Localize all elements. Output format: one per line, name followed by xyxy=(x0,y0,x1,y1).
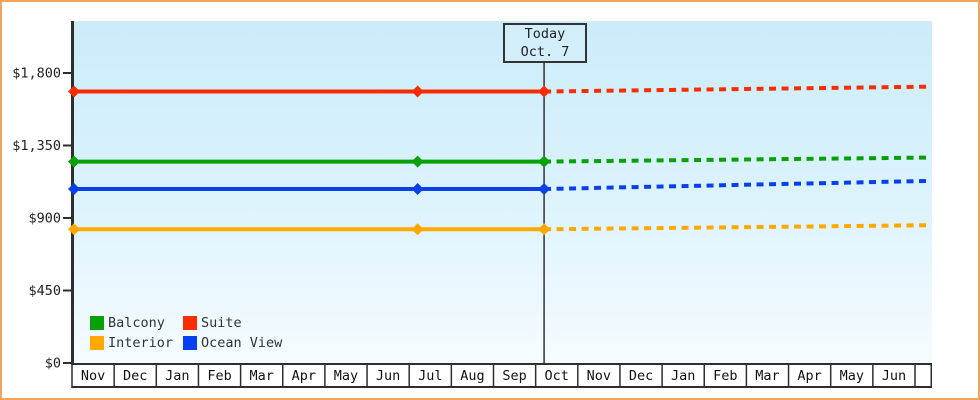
x-axis-month-label: Apr xyxy=(797,368,821,384)
legend-item-suite: Suite xyxy=(183,313,282,333)
legend-item-interior: Interior xyxy=(90,333,183,353)
x-axis-cell-border xyxy=(619,363,621,388)
legend: Balcony Suite Interior Ocean View xyxy=(90,313,282,353)
data-point-interior xyxy=(538,223,551,236)
x-axis-cell-border xyxy=(197,363,200,388)
data-point-balcony xyxy=(68,155,80,168)
x-axis-month-label: Nov xyxy=(81,368,105,384)
x-axis-cell-border xyxy=(71,363,73,388)
x-axis-month-label: Mar xyxy=(249,368,273,384)
x-axis-month-label: Jun xyxy=(882,368,906,384)
x-axis-cell-border xyxy=(930,363,932,388)
data-point-suite xyxy=(538,85,551,98)
x-axis-cell-border xyxy=(829,363,832,388)
x-axis-month-label: Sep xyxy=(502,368,526,384)
x-axis-month-label: Jul xyxy=(418,368,442,384)
x-axis-month-label: Oct xyxy=(545,368,569,384)
y-axis-tick xyxy=(63,217,72,219)
y-axis-tick-label: $0 xyxy=(45,356,61,372)
data-point-interior xyxy=(68,223,80,236)
x-axis-cell-border xyxy=(703,363,705,388)
x-axis-cell-border xyxy=(450,363,453,388)
y-axis-tick xyxy=(63,362,72,364)
x-axis-cell-border xyxy=(577,363,579,388)
legend-swatch-suite xyxy=(183,316,197,330)
forecast-line-ocean-view xyxy=(544,178,928,191)
x-axis-cell-border xyxy=(914,363,916,388)
x-axis-cell-border xyxy=(661,363,663,388)
x-axis-cell-border xyxy=(745,363,748,388)
x-axis-cell-border xyxy=(113,363,115,388)
x-axis-cell-border xyxy=(155,363,158,388)
x-axis-cell-border xyxy=(492,363,495,388)
x-axis-cell-border xyxy=(366,363,368,388)
x-axis-strip-bottom-line xyxy=(72,386,932,388)
x-axis-cell-border xyxy=(239,363,242,388)
y-axis-tick xyxy=(63,72,72,74)
x-axis-strip-top-line xyxy=(72,363,932,365)
today-callout-line2: Oct. 7 xyxy=(520,44,570,60)
today-callout: Today Oct. 7 xyxy=(503,23,587,63)
legend-swatch-ocean-view xyxy=(183,336,197,350)
plot-area xyxy=(72,21,932,363)
y-axis-tick xyxy=(63,144,72,147)
x-axis-month-label: Feb xyxy=(207,368,231,384)
x-axis-month-label: Jan xyxy=(671,368,695,384)
legend-label-balcony: Balcony xyxy=(108,315,165,331)
data-point-suite xyxy=(411,85,424,98)
data-point-balcony xyxy=(538,155,551,168)
x-axis-month-label: Jan xyxy=(165,368,189,384)
x-axis-month-label: Jun xyxy=(376,368,400,384)
data-point-suite xyxy=(68,85,80,98)
data-point-ocean-view xyxy=(68,183,80,195)
y-axis-tick xyxy=(63,289,72,292)
y-axis-tick-label: $900 xyxy=(28,211,61,227)
y-axis-tick-label: $450 xyxy=(28,283,61,299)
data-point-ocean-view xyxy=(538,183,551,195)
forecast-line-interior xyxy=(544,223,928,232)
y-axis-tick-label: $1,800 xyxy=(12,66,61,82)
x-axis-cell-border xyxy=(787,363,790,388)
today-line xyxy=(543,63,545,363)
legend-label-suite: Suite xyxy=(201,315,242,331)
legend-item-balcony: Balcony xyxy=(90,313,183,333)
x-axis-month-label: Dec xyxy=(123,368,147,384)
legend-item-ocean-view: Ocean View xyxy=(183,333,282,353)
x-axis-cell-border xyxy=(282,363,284,388)
legend-swatch-balcony xyxy=(90,316,104,330)
x-axis-month-label: May xyxy=(840,368,864,384)
x-axis-month-label: Feb xyxy=(713,368,737,384)
x-axis-cell-border xyxy=(324,363,326,388)
x-axis-month-label: Dec xyxy=(629,368,653,384)
x-axis-cell-border xyxy=(872,363,874,388)
data-point-ocean-view xyxy=(411,183,424,195)
legend-label-ocean-view: Ocean View xyxy=(201,335,283,351)
x-axis-month-label: Nov xyxy=(587,368,611,384)
x-axis-month-label: May xyxy=(334,368,358,384)
x-axis-month-label: Mar xyxy=(755,368,779,384)
forecast-line-suite xyxy=(544,84,928,94)
legend-swatch-interior xyxy=(90,336,104,350)
x-axis-cell-border xyxy=(408,363,410,388)
y-axis-tick-label: $1,350 xyxy=(12,138,61,154)
data-point-balcony xyxy=(411,155,424,168)
x-axis-month-label: Apr xyxy=(292,368,316,384)
x-axis-month-label: Aug xyxy=(460,368,484,384)
legend-label-interior: Interior xyxy=(108,335,174,351)
data-point-interior xyxy=(411,223,424,236)
today-callout-line1: Today xyxy=(524,26,566,42)
x-axis-cell-border xyxy=(534,363,537,388)
forecast-line-balcony xyxy=(544,155,928,164)
